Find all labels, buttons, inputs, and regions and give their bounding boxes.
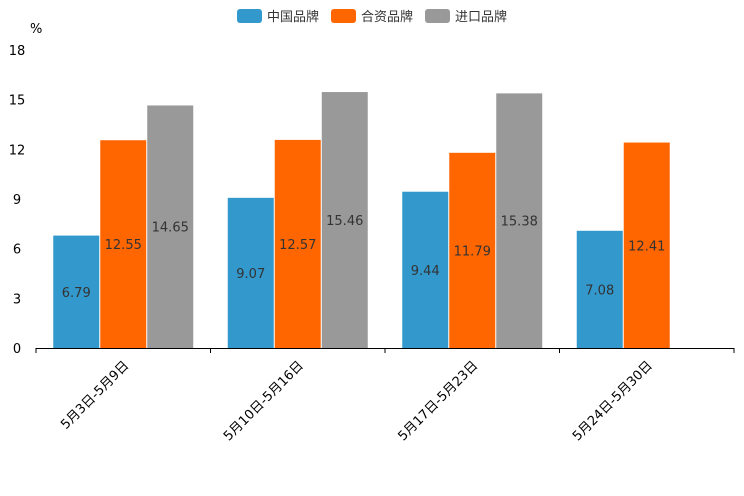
bar-china-brand-5-17-5-23[interactable] — [402, 191, 449, 348]
bar-joint-venture-brand-5-3-5-9[interactable] — [100, 140, 147, 348]
y-tick-label-3: 3 — [13, 292, 21, 307]
bar-import-brand-5-10-5-16[interactable] — [321, 92, 368, 348]
bar-label-joint-venture-brand-5-3-5-9: 12.55 — [105, 238, 142, 253]
legend-label-joint-venture-brand: 合资品牌 — [360, 10, 413, 25]
legend-swatch-china-brand — [236, 8, 262, 23]
bar-label-joint-venture-brand-5-10-5-16: 12.57 — [279, 238, 316, 253]
bar-import-brand-5-17-5-23[interactable] — [496, 93, 543, 349]
bars-group — [53, 92, 670, 349]
legend-label-import-brand: 进口品牌 — [455, 10, 508, 25]
x-tick-label-5-10-5-16: 5月10日-5月16日 — [221, 358, 307, 444]
y-tick-label-15: 15 — [9, 94, 26, 109]
bar-label-china-brand-5-17-5-23: 9.44 — [411, 264, 440, 279]
bar-label-import-brand-5-17-5-23: 15.38 — [501, 215, 538, 230]
legend-item-import-brand[interactable]: 进口品牌 — [425, 6, 507, 25]
bar-china-brand-5-10-5-16[interactable] — [227, 197, 274, 348]
x-tick-label-5-24-5-30: 5月24日-5月30日 — [570, 358, 656, 444]
bar-label-import-brand-5-3-5-9: 14.65 — [152, 221, 189, 236]
y-tick-label-18: 18 — [9, 44, 26, 59]
bar-china-brand-5-24-5-30[interactable] — [576, 230, 623, 348]
y-tick-label-9: 9 — [13, 193, 21, 208]
bar-import-brand-5-3-5-9[interactable] — [147, 105, 194, 348]
y-tick-label-6: 6 — [13, 243, 21, 258]
legend-swatch-import-brand — [425, 8, 450, 23]
y-tick-label-0: 0 — [13, 342, 21, 357]
x-tick-label-5-3-5-9: 5月3日-5月9日 — [58, 358, 132, 432]
bar-label-china-brand-5-10-5-16: 9.07 — [236, 267, 265, 282]
bar-label-china-brand-5-3-5-9: 6.79 — [62, 286, 91, 301]
x-axis: 5月3日-5月9日 5月10日-5月16日 5月17日-5月23日 5月24日-5月3… — [35, 348, 735, 444]
bar-joint-venture-brand-5-17-5-23[interactable] — [449, 152, 496, 348]
legend-item-joint-venture-brand[interactable]: 合资品牌 — [330, 6, 413, 25]
y-axis: 0 3 6 9 12 15 18 — [9, 44, 26, 357]
x-tick-label-5-17-5-23: 5月17日-5月23日 — [396, 358, 482, 444]
bar-label-joint-venture-brand-5-17-5-23: 11.79 — [454, 244, 491, 259]
bar-label-import-brand-5-10-5-16: 15.46 — [326, 214, 363, 229]
bar-label-china-brand-5-24-5-30: 7.08 — [585, 283, 614, 298]
legend-item-china-brand[interactable]: 中国品牌 — [236, 6, 319, 25]
y-tick-label-12: 12 — [9, 143, 26, 158]
bar-labels-group: 6.79 12.55 14.65 9.07 12.57 15.46 9.44 11.79 15.… — [62, 214, 666, 301]
y-axis-unit-label: % — [30, 22, 42, 37]
bar-joint-venture-brand-5-24-5-30[interactable] — [623, 142, 670, 348]
bar-joint-venture-brand-5-10-5-16[interactable] — [274, 139, 321, 348]
bar-label-joint-venture-brand-5-24-5-30: 12.41 — [628, 239, 665, 254]
bar-china-brand-5-3-5-9[interactable] — [53, 235, 100, 348]
legend-label-china-brand: 中国品牌 — [266, 10, 319, 25]
legend-swatch-joint-venture-brand — [330, 8, 356, 23]
legend: 中国品牌 合资品牌 进口品牌 — [0, 6, 744, 25]
